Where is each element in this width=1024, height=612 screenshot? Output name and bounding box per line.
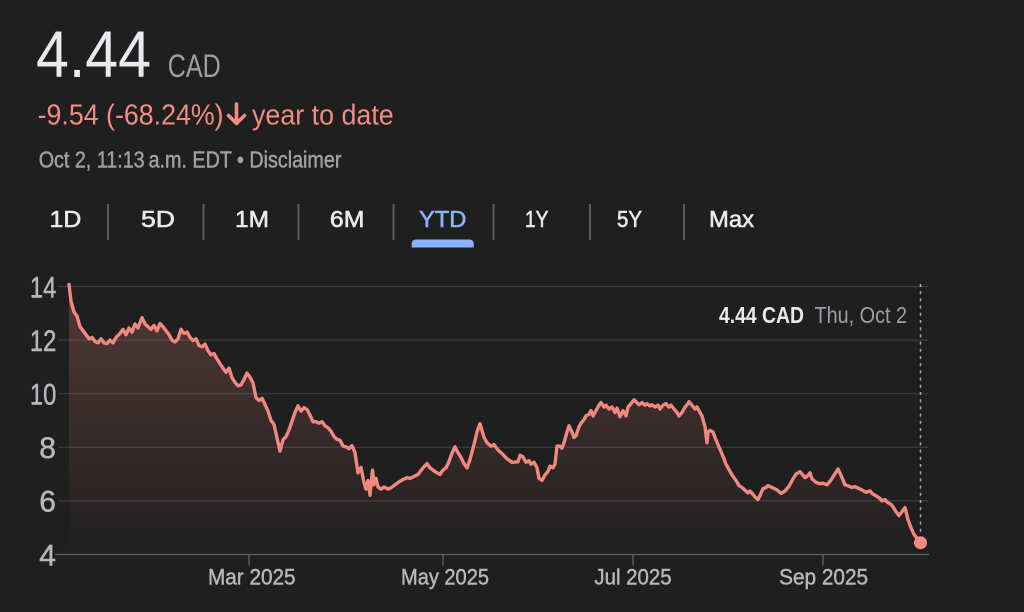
svg-text:6M: 6M (330, 206, 365, 232)
svg-text:4.44: 4.44 (36, 17, 151, 91)
svg-text:1D: 1D (50, 206, 82, 232)
svg-text:6: 6 (39, 486, 56, 519)
svg-text:10: 10 (30, 379, 56, 412)
svg-text:4.44 CAD: 4.44 CAD (719, 302, 804, 328)
svg-text:YTD: YTD (419, 206, 466, 232)
svg-text:12: 12 (30, 325, 56, 358)
svg-text:4: 4 (39, 539, 56, 572)
svg-text:-9.54 (-68.24%): -9.54 (-68.24%) (38, 100, 224, 132)
svg-text:14: 14 (30, 271, 56, 304)
svg-text:Oct 2, 11:13 a.m. EDT • Discla: Oct 2, 11:13 a.m. EDT • Disclaimer (39, 146, 342, 172)
svg-text:May 2025: May 2025 (401, 565, 489, 590)
svg-text:Jul 2025: Jul 2025 (594, 565, 671, 590)
svg-text:Thu, Oct 2: Thu, Oct 2 (815, 302, 908, 328)
svg-text:8: 8 (39, 432, 56, 465)
svg-text:Sep 2025: Sep 2025 (779, 565, 868, 590)
svg-text:CAD: CAD (168, 48, 221, 84)
svg-text:Mar 2025: Mar 2025 (208, 565, 296, 590)
svg-text:Max: Max (709, 206, 754, 232)
svg-text:5D: 5D (141, 206, 175, 232)
svg-text:5Y: 5Y (617, 206, 642, 232)
svg-text:1Y: 1Y (525, 206, 549, 232)
svg-text:year to date: year to date (252, 100, 394, 132)
svg-text:1M: 1M (235, 206, 269, 232)
